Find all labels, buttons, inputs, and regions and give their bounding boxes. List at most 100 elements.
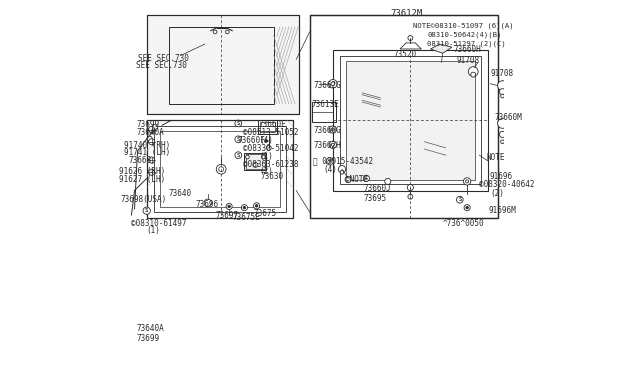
Circle shape — [246, 155, 249, 159]
Text: 73660E: 73660E — [259, 121, 286, 129]
Text: S: S — [458, 197, 461, 202]
Text: 73675E: 73675E — [233, 212, 260, 222]
Circle shape — [266, 145, 271, 150]
Text: 91696: 91696 — [490, 172, 513, 181]
Text: Ⓜ 08915-43542: Ⓜ 08915-43542 — [313, 156, 373, 166]
Circle shape — [148, 126, 155, 132]
Text: 73613E: 73613E — [312, 100, 339, 109]
Circle shape — [241, 205, 248, 211]
Circle shape — [339, 166, 346, 173]
Text: ©08330-51042: ©08330-51042 — [243, 144, 298, 153]
Text: 73697: 73697 — [216, 211, 239, 220]
Text: 73660M: 73660M — [495, 113, 522, 122]
Circle shape — [464, 205, 470, 211]
Circle shape — [498, 81, 508, 90]
Circle shape — [329, 141, 337, 148]
Text: S: S — [237, 137, 240, 142]
Circle shape — [499, 131, 506, 138]
Text: 73662H: 73662H — [314, 141, 341, 150]
Text: NOTE: NOTE — [486, 153, 505, 162]
Circle shape — [243, 206, 246, 209]
Circle shape — [255, 205, 258, 207]
Circle shape — [225, 30, 229, 34]
Circle shape — [328, 80, 337, 88]
Text: 91740 (RH): 91740 (RH) — [124, 141, 170, 150]
Text: 73660F▶: 73660F▶ — [237, 136, 270, 145]
Text: M: M — [328, 159, 332, 164]
Text: ©08310-61497: ©08310-61497 — [131, 219, 187, 228]
Text: 91741 (LH): 91741 (LH) — [124, 148, 170, 157]
Text: 91627 (LH): 91627 (LH) — [119, 175, 166, 184]
Text: 08310-50642(4)(B): 08310-50642(4)(B) — [428, 32, 502, 38]
Circle shape — [332, 143, 334, 146]
Text: ©08363-61238: ©08363-61238 — [243, 160, 298, 169]
Circle shape — [148, 139, 155, 145]
Bar — [260, 122, 275, 132]
Text: ©08513-51052: ©08513-51052 — [243, 128, 298, 137]
Bar — [246, 154, 264, 169]
Text: ©NOTE: ©NOTE — [345, 175, 368, 184]
Text: 08310-51297 (2)(C): 08310-51297 (2)(C) — [428, 41, 506, 47]
Circle shape — [364, 175, 369, 182]
Circle shape — [498, 119, 508, 128]
Text: (2): (2) — [490, 189, 504, 198]
Text: 73630: 73630 — [261, 172, 284, 181]
Text: SEE SEC.730: SEE SEC.730 — [138, 54, 188, 63]
Circle shape — [456, 196, 463, 203]
Bar — [310, 15, 498, 218]
Circle shape — [500, 140, 504, 144]
Text: (1): (1) — [147, 226, 161, 235]
Circle shape — [407, 185, 413, 190]
Circle shape — [204, 199, 211, 206]
Circle shape — [499, 89, 506, 95]
Text: ©08320-40642: ©08320-40642 — [479, 180, 535, 189]
Circle shape — [326, 158, 333, 165]
Text: 73699: 73699 — [136, 334, 159, 343]
Circle shape — [466, 206, 468, 209]
Circle shape — [213, 30, 217, 34]
Text: NOTE©08310-51097 (6)(A): NOTE©08310-51097 (6)(A) — [413, 23, 514, 29]
Circle shape — [463, 178, 471, 185]
Text: 91708: 91708 — [490, 68, 513, 77]
Circle shape — [148, 169, 155, 175]
Polygon shape — [147, 15, 300, 114]
Circle shape — [340, 170, 344, 174]
Circle shape — [253, 203, 260, 209]
Text: S: S — [237, 121, 240, 126]
Circle shape — [152, 125, 157, 131]
Circle shape — [468, 67, 478, 77]
Text: 73696: 73696 — [196, 200, 219, 209]
Text: 73640: 73640 — [168, 189, 191, 198]
Bar — [310, 15, 498, 218]
Text: 91708: 91708 — [456, 56, 479, 65]
Text: 73695: 73695 — [364, 193, 387, 203]
Circle shape — [219, 167, 223, 171]
Circle shape — [500, 94, 504, 98]
Circle shape — [143, 207, 150, 214]
Circle shape — [408, 194, 413, 199]
Circle shape — [235, 120, 242, 127]
Text: S: S — [237, 153, 240, 158]
Text: 73675: 73675 — [253, 209, 276, 218]
Text: SEE SEC.730: SEE SEC.730 — [136, 61, 188, 70]
Circle shape — [471, 72, 476, 77]
Text: 73640A: 73640A — [136, 128, 164, 137]
Text: (4): (4) — [324, 165, 337, 174]
Bar — [259, 121, 276, 134]
Text: (4): (4) — [260, 136, 273, 145]
Text: 91696M: 91696M — [488, 206, 516, 215]
Bar — [244, 153, 266, 170]
Text: 73640A: 73640A — [136, 324, 164, 333]
Circle shape — [329, 126, 337, 133]
Text: 73660G: 73660G — [314, 126, 341, 135]
Circle shape — [228, 205, 230, 208]
Circle shape — [226, 203, 232, 209]
Polygon shape — [431, 44, 452, 53]
Text: S: S — [145, 208, 148, 213]
Text: S: S — [365, 176, 368, 181]
Text: 73699: 73699 — [136, 121, 159, 129]
Circle shape — [148, 157, 155, 163]
Text: 73660H: 73660H — [453, 45, 481, 54]
Polygon shape — [346, 61, 475, 180]
Text: 73698(USA): 73698(USA) — [120, 195, 167, 205]
